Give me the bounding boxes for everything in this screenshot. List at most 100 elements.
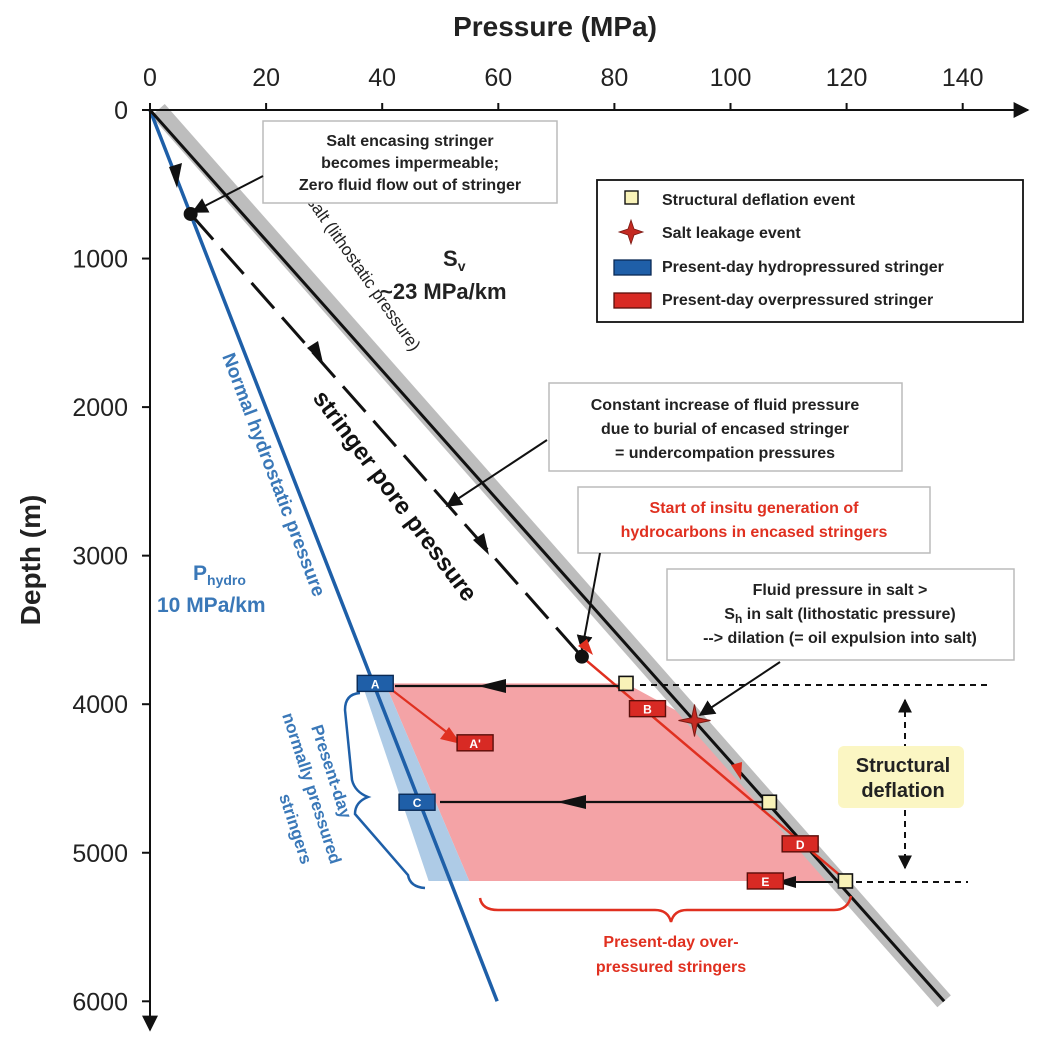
sv-label-s: S	[443, 246, 458, 271]
stringer-box	[628, 699, 667, 718]
legend-label-overpressured: Present-day overpressured stringer	[662, 292, 933, 309]
annotation-box-undercompaction-line-3: = undercompation pressures	[615, 445, 835, 462]
x-tick-label: 100	[710, 64, 752, 92]
deflation-arrowhead-upper	[478, 679, 506, 693]
structural-deflation-label-2: deflation	[861, 780, 944, 802]
deflation-arrowhead-lower	[776, 876, 796, 888]
annotation-box-impermeable-line-3: Zero fluid flow out of stringer	[299, 177, 521, 194]
legend-label-hydropressured: Present-day hydropressured stringer	[662, 259, 944, 276]
annotation-box-dilation-line-2: Sh in salt (lithostatic pressure)	[724, 606, 955, 626]
salt-leakage-star	[678, 704, 711, 737]
stringer-label: B	[643, 703, 652, 717]
series-line-hydrostatic	[148, 109, 499, 1002]
x-tick-label: 20	[252, 64, 280, 92]
y-tick-label: 6000	[72, 988, 128, 1016]
red-line-arrowhead-1	[578, 639, 593, 655]
stringer-box	[398, 793, 436, 811]
arrow-impermeable	[191, 175, 264, 213]
legend-box	[596, 179, 1024, 323]
annotation-box-dilation	[666, 568, 1015, 661]
sv-label-sub: v	[458, 258, 466, 274]
annotation-box-impermeable	[262, 120, 558, 204]
legend-marker-square	[624, 190, 639, 205]
y-tick-marks: 0 1000 2000 3000 4000 5000 6000	[72, 97, 150, 1016]
sv-gradient: ~23 MPa/km	[380, 279, 507, 304]
stringer-label: C	[413, 796, 422, 810]
legend-label-leakage: Salt leakage event	[662, 225, 801, 242]
y-tick-label: 5000	[72, 840, 128, 868]
annotation-box-generation-line-2: hydrocarbons in encased stringers	[621, 524, 888, 541]
stringer-box	[356, 674, 394, 693]
deflation-event-marker	[618, 675, 634, 692]
y-tick-label: 0	[114, 97, 128, 125]
legend-marker-red-box	[613, 292, 652, 309]
legend-marker-star	[617, 218, 645, 246]
arrow-undercompaction	[445, 439, 548, 507]
arrow-generation	[576, 552, 601, 652]
x-tick-marks: 0 20 40 60 80 100 120 140	[143, 64, 984, 110]
pore-line-label: stringer pore pressure	[307, 385, 482, 606]
y-tick-label: 4000	[72, 691, 128, 719]
structural-deflation-label-1: Structural	[856, 755, 950, 777]
deflation-event-marker	[761, 794, 778, 811]
present-over-label-1: Present-day over-	[603, 934, 738, 951]
legend-marker-blue-box	[613, 259, 652, 276]
hydropressured-region	[361, 683, 470, 881]
pore-arrowhead-2	[307, 341, 323, 363]
annotation-box-dilation-line-2-sub: h	[735, 612, 742, 626]
x-axis-title: Pressure (MPa)	[453, 11, 657, 42]
y-tick-label: 1000	[72, 246, 128, 274]
stringer-markers: A A' B C D E	[356, 674, 819, 890]
x-tick-label: 120	[826, 64, 868, 92]
x-tick-label: 40	[368, 64, 396, 92]
red-line-arrowhead-2	[731, 762, 742, 780]
stringer-box	[746, 872, 785, 890]
pore-arrowhead-1	[169, 163, 182, 188]
hydro-gradient: 10 MPa/km	[157, 594, 266, 617]
annotation-box-undercompaction-line-1: Constant increase of fluid pressure	[591, 397, 860, 414]
stringer-label: E	[761, 875, 769, 889]
hydro-line-label: Normal hydrostatic pressure	[217, 350, 328, 599]
y-tick-label: 3000	[72, 543, 128, 571]
transition-point	[183, 206, 198, 221]
x-tick-label: 80	[600, 64, 628, 92]
stringer-label: A'	[469, 737, 481, 751]
annotation-box-dilation-line-2-s: S	[724, 606, 735, 623]
legend-label-deflation: Structural deflation event	[662, 192, 856, 209]
x-tick-label: 0	[143, 64, 157, 92]
x-tick-label: 140	[942, 64, 984, 92]
stringer-label: A	[371, 677, 380, 691]
present-normal-brace	[343, 691, 426, 890]
legend: Structural deflation event Salt leakage …	[596, 179, 1024, 323]
pore-arrowhead-3	[473, 533, 489, 555]
annotation-box-dilation-line-1: Fluid pressure in salt >	[753, 582, 928, 599]
structural-deflation-highlight	[838, 746, 964, 808]
stringer-label: D	[796, 838, 805, 852]
deflation-arrowhead-middle	[557, 795, 586, 809]
stringer-box	[456, 734, 494, 752]
arrow-a-to-a-prime	[391, 689, 454, 738]
x-tick-label: 60	[484, 64, 512, 92]
annotation-box-undercompaction-line-2: due to burial of encased stringer	[601, 421, 849, 438]
overpressured-region	[385, 683, 846, 881]
arrow-dilation	[698, 661, 781, 716]
generation-start-point	[574, 649, 589, 664]
annotation-box-generation	[577, 486, 931, 554]
series-line-stringer-pore-pressure	[189, 212, 584, 658]
annotation-box-impermeable-line-2: becomes impermeable;	[321, 155, 499, 172]
annotation-box-dilation-line-2-rest: in salt (lithostatic pressure)	[742, 606, 955, 623]
annotation-box-undercompaction	[548, 382, 903, 472]
annotation-box-impermeable-line-1: Salt encasing stringer	[326, 133, 493, 150]
annotation-box-generation-line-1: Start of insitu generation of	[650, 500, 860, 517]
stringer-box	[781, 835, 819, 853]
y-axis-title: Depth (m)	[15, 495, 46, 626]
present-over-label-2: pressured stringers	[596, 959, 746, 976]
deflation-event-marker	[837, 873, 854, 889]
deflation-event-markers	[618, 675, 854, 889]
hydro-label-sub: hydro	[207, 572, 246, 588]
sv-label: Sv	[443, 246, 466, 274]
present-over-brace	[478, 895, 853, 923]
annotation-box-dilation-line-3: --> dilation (= oil expulsion into salt)	[703, 630, 977, 647]
hydro-label: Phydro	[193, 562, 246, 588]
